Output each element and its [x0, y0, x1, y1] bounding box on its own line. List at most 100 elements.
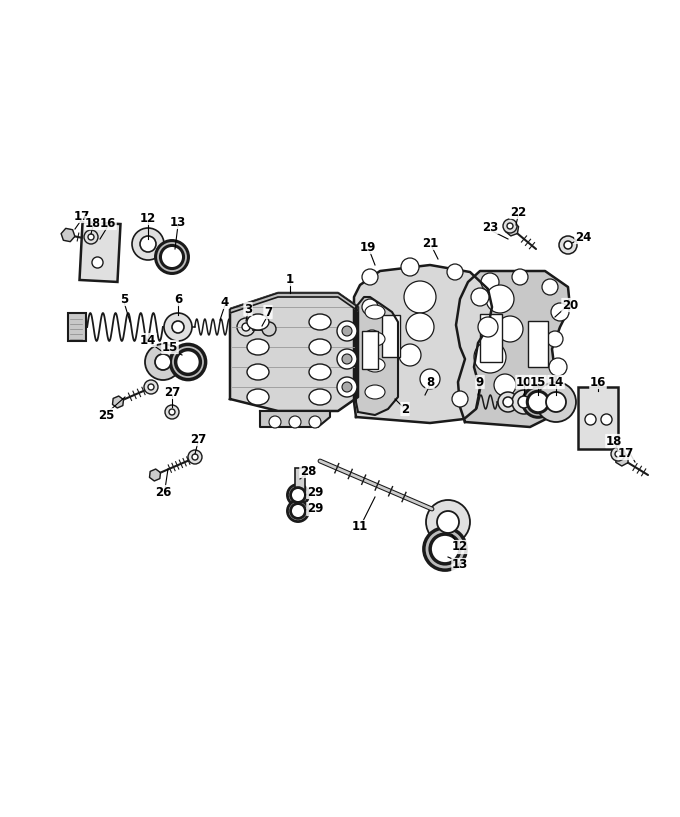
Text: 23: 23 [482, 221, 498, 234]
Bar [578, 387, 618, 449]
Text: 3: 3 [244, 302, 252, 315]
Text: 6: 6 [174, 292, 182, 306]
Text: 2: 2 [401, 403, 409, 416]
Bar [68, 313, 86, 341]
Text: 27: 27 [190, 432, 206, 445]
Ellipse shape [365, 305, 385, 319]
Circle shape [144, 380, 158, 394]
Circle shape [171, 345, 205, 380]
Bar [382, 315, 400, 357]
Circle shape [288, 501, 309, 521]
Text: 15: 15 [162, 341, 178, 354]
Polygon shape [616, 452, 628, 466]
Text: 16: 16 [590, 376, 606, 389]
Bar [295, 468, 305, 492]
Ellipse shape [247, 389, 269, 405]
Circle shape [507, 223, 513, 229]
Circle shape [188, 450, 202, 464]
Circle shape [611, 447, 625, 461]
Circle shape [512, 390, 536, 414]
Circle shape [478, 317, 498, 337]
Bar [480, 314, 502, 362]
Circle shape [481, 273, 499, 291]
Circle shape [155, 354, 171, 370]
Circle shape [290, 488, 305, 502]
Circle shape [452, 391, 468, 407]
Text: 18: 18 [85, 217, 101, 230]
Circle shape [474, 341, 506, 373]
Circle shape [175, 350, 201, 374]
Circle shape [547, 331, 563, 347]
Text: 19: 19 [360, 240, 376, 253]
Circle shape [269, 416, 281, 428]
Bar [80, 222, 120, 282]
Text: 26: 26 [155, 485, 171, 498]
Text: 1: 1 [286, 273, 294, 285]
Polygon shape [61, 229, 75, 242]
Circle shape [309, 416, 321, 428]
Text: 12: 12 [140, 212, 156, 225]
Ellipse shape [309, 389, 331, 405]
Text: 5: 5 [120, 292, 128, 306]
Circle shape [362, 299, 378, 315]
Circle shape [342, 382, 352, 392]
Text: 20: 20 [562, 298, 578, 311]
Text: 29: 29 [307, 502, 323, 516]
Text: 29: 29 [307, 485, 323, 498]
Text: 11: 11 [352, 520, 368, 534]
Text: 15: 15 [530, 376, 546, 389]
Circle shape [486, 285, 514, 313]
Circle shape [527, 391, 549, 413]
Circle shape [503, 397, 513, 407]
Text: 18: 18 [606, 435, 622, 448]
Circle shape [542, 279, 558, 295]
Circle shape [471, 288, 489, 306]
Ellipse shape [309, 314, 331, 330]
Circle shape [420, 369, 440, 389]
Polygon shape [260, 411, 330, 427]
Text: 16: 16 [100, 217, 116, 230]
Polygon shape [505, 222, 519, 236]
Circle shape [549, 358, 567, 376]
Circle shape [559, 236, 577, 254]
Circle shape [430, 534, 460, 564]
Circle shape [546, 392, 566, 412]
Text: 13: 13 [170, 216, 186, 229]
Circle shape [237, 318, 255, 336]
Text: 14: 14 [548, 376, 564, 389]
Ellipse shape [247, 339, 269, 355]
Circle shape [140, 236, 156, 252]
Circle shape [615, 451, 621, 457]
Text: 17: 17 [618, 447, 634, 459]
Text: 21: 21 [422, 236, 438, 249]
Circle shape [523, 386, 554, 417]
Text: 24: 24 [575, 230, 591, 243]
Circle shape [494, 374, 516, 396]
Circle shape [406, 313, 434, 341]
Circle shape [337, 321, 357, 341]
Ellipse shape [365, 358, 385, 372]
Polygon shape [230, 293, 358, 411]
Polygon shape [354, 265, 492, 423]
Text: 25: 25 [98, 408, 114, 422]
Circle shape [551, 303, 569, 321]
Circle shape [88, 234, 94, 240]
Ellipse shape [309, 364, 331, 380]
Circle shape [342, 326, 352, 336]
Text: 22: 22 [510, 206, 526, 218]
Ellipse shape [309, 339, 331, 355]
Circle shape [148, 384, 154, 390]
Text: 10: 10 [516, 376, 532, 389]
Circle shape [424, 528, 466, 570]
Circle shape [288, 484, 309, 506]
Circle shape [503, 219, 517, 233]
Circle shape [337, 349, 357, 369]
Bar [528, 321, 548, 367]
Circle shape [145, 344, 181, 380]
Polygon shape [112, 396, 124, 408]
Circle shape [160, 245, 184, 269]
Circle shape [401, 258, 419, 276]
Ellipse shape [365, 332, 385, 346]
Circle shape [512, 269, 528, 285]
Text: 17: 17 [74, 209, 90, 222]
